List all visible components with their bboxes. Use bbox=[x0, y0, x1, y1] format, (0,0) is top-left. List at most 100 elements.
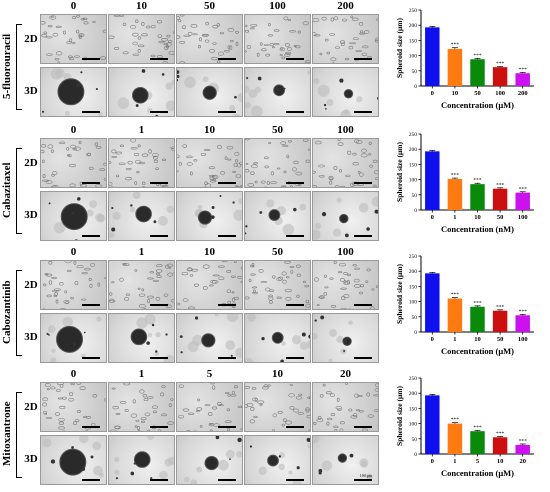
panel-3: Mitoxantrone 2D 3D 0 1 5 10 20 100 μm 0 50 100 150 20… bbox=[0, 368, 550, 486]
cell-speck bbox=[167, 421, 174, 425]
cell-speck bbox=[166, 34, 171, 38]
cell-speck bbox=[219, 31, 224, 35]
concentration-header: 0 bbox=[70, 124, 77, 136]
background-blob bbox=[114, 457, 120, 463]
cell-speck bbox=[162, 158, 166, 162]
cell-speck bbox=[213, 175, 219, 179]
row-label-3d: 3D bbox=[24, 85, 38, 97]
spheroid bbox=[339, 213, 349, 224]
bar-chart-svg: 0 50 100 150 200 250 Spheroid size (μm) 0 *** 10 *… bbox=[395, 8, 534, 110]
micrograph-3d bbox=[244, 191, 311, 241]
cell-speck bbox=[240, 267, 242, 270]
cell-speck bbox=[112, 406, 119, 410]
background-blob bbox=[92, 441, 101, 451]
cell-speck bbox=[321, 16, 327, 21]
x-axis-label: Concentration (μM) bbox=[441, 100, 514, 110]
cell-speck bbox=[183, 34, 191, 37]
cell-speck bbox=[79, 386, 86, 391]
spheroid bbox=[59, 448, 87, 476]
cell-speck bbox=[136, 426, 141, 430]
debris-dot bbox=[95, 87, 98, 91]
cell-speck bbox=[200, 152, 207, 156]
background-blob bbox=[166, 205, 174, 214]
micrograph-texture bbox=[249, 437, 310, 484]
y-tick-label: 150 bbox=[409, 38, 418, 44]
debris-dot bbox=[237, 437, 242, 443]
background-blob bbox=[47, 325, 56, 334]
cell-speck bbox=[216, 60, 221, 63]
micrograph-texture bbox=[245, 314, 310, 362]
cell-speck bbox=[235, 174, 242, 179]
cell-speck bbox=[248, 278, 252, 283]
cell-speck bbox=[221, 261, 228, 263]
cell-speck bbox=[148, 149, 152, 154]
cell-speck bbox=[138, 304, 146, 309]
concentration-header: 20 bbox=[340, 368, 351, 380]
cell-speck bbox=[119, 401, 127, 404]
debris-dot bbox=[257, 76, 262, 81]
cell-speck bbox=[47, 25, 53, 28]
cell-speck bbox=[197, 45, 202, 49]
cell-speck bbox=[83, 21, 89, 25]
scale-bar bbox=[218, 58, 236, 60]
background-blob bbox=[136, 317, 148, 329]
debris-dot bbox=[314, 319, 317, 322]
significance-marker: *** bbox=[451, 292, 460, 298]
background-blob bbox=[171, 79, 174, 86]
cell-speck bbox=[281, 56, 286, 60]
cell-speck bbox=[245, 404, 249, 408]
cell-speck bbox=[212, 385, 216, 390]
cell-speck bbox=[292, 167, 297, 172]
y-tick-label: 200 bbox=[409, 23, 418, 29]
micrograph-3d bbox=[312, 191, 379, 241]
micrograph-3d bbox=[176, 67, 243, 117]
y-tick-label: 50 bbox=[412, 437, 418, 443]
concentration-header: 100 bbox=[337, 124, 354, 136]
cell-speck bbox=[268, 296, 274, 301]
cell-speck bbox=[322, 383, 326, 387]
debris-dot bbox=[293, 207, 297, 212]
cell-speck bbox=[68, 154, 72, 158]
cell-speck bbox=[335, 46, 341, 49]
cell-speck bbox=[238, 161, 242, 165]
cell-speck bbox=[296, 294, 300, 298]
cell-speck bbox=[279, 54, 283, 57]
cell-speck bbox=[111, 156, 118, 159]
concentration-header: 0 bbox=[70, 246, 77, 258]
cell-speck bbox=[46, 53, 53, 56]
cell-speck bbox=[155, 269, 163, 273]
cell-speck bbox=[212, 24, 219, 29]
cell-speck bbox=[178, 384, 184, 389]
background-blob bbox=[266, 199, 275, 208]
bar-chart: 0 50 100 150 200 250 Spheroid size (μm) 0 *** 10 *… bbox=[392, 0, 542, 118]
row-label-3d: 3D bbox=[24, 331, 38, 343]
cell-speck bbox=[64, 261, 72, 264]
cell-speck bbox=[190, 24, 198, 28]
background-blob bbox=[144, 314, 156, 325]
cell-speck bbox=[267, 34, 274, 37]
cell-speck bbox=[313, 34, 321, 37]
micrograph-3d bbox=[108, 67, 175, 117]
micrograph-texture bbox=[109, 192, 174, 239]
cell-speck bbox=[211, 406, 218, 410]
cell-speck bbox=[337, 139, 341, 142]
cell-speck bbox=[122, 22, 127, 26]
micrograph-texture bbox=[179, 314, 242, 358]
cell-speck bbox=[326, 421, 330, 426]
cell-speck bbox=[110, 186, 114, 187]
cell-speck bbox=[100, 56, 106, 60]
cell-speck bbox=[115, 151, 122, 155]
cell-speck bbox=[304, 284, 310, 288]
cell-speck bbox=[189, 171, 193, 176]
cell-speck bbox=[70, 144, 76, 149]
cell-speck bbox=[290, 185, 293, 187]
scale-bar bbox=[82, 479, 100, 481]
background-blob bbox=[132, 192, 141, 200]
cell-speck bbox=[186, 63, 190, 64]
micrograph-texture bbox=[177, 70, 242, 116]
background-blob bbox=[247, 314, 257, 322]
cell-speck bbox=[289, 30, 296, 33]
scale-bar bbox=[354, 357, 372, 359]
cell-speck bbox=[280, 141, 286, 146]
cell-speck bbox=[245, 24, 248, 28]
